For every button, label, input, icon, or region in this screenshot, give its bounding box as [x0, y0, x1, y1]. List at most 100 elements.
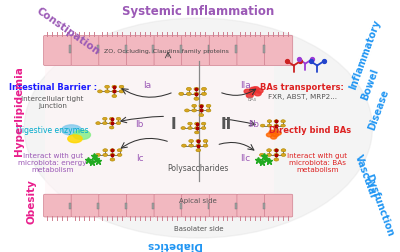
Circle shape [201, 122, 206, 125]
Circle shape [274, 120, 278, 123]
Circle shape [119, 90, 124, 93]
Circle shape [189, 139, 194, 143]
Circle shape [270, 135, 277, 139]
Circle shape [206, 104, 211, 107]
Text: IIc: IIc [240, 154, 251, 163]
Bar [180, 45, 182, 53]
Text: Obesity: Obesity [27, 179, 37, 224]
FancyBboxPatch shape [71, 36, 99, 66]
Circle shape [102, 117, 107, 120]
Text: Bowel: Bowel [359, 67, 380, 101]
Circle shape [188, 127, 192, 130]
Bar [180, 203, 182, 209]
Circle shape [112, 94, 117, 98]
Circle shape [194, 131, 199, 134]
FancyBboxPatch shape [99, 36, 127, 66]
FancyBboxPatch shape [182, 194, 210, 217]
FancyBboxPatch shape [99, 194, 127, 217]
Text: I: I [171, 117, 176, 132]
Bar [208, 203, 210, 209]
Circle shape [194, 127, 199, 130]
Circle shape [103, 149, 108, 152]
Bar [45, 65, 274, 195]
Circle shape [199, 114, 204, 117]
Text: BAs: BAs [248, 97, 257, 102]
FancyBboxPatch shape [182, 36, 210, 66]
Circle shape [275, 131, 281, 135]
Circle shape [105, 85, 110, 88]
Text: FXR, ABST, MRP2...: FXR, ABST, MRP2... [268, 94, 337, 100]
Circle shape [112, 90, 117, 93]
Circle shape [181, 127, 186, 130]
Ellipse shape [24, 18, 372, 238]
Circle shape [206, 109, 211, 112]
Circle shape [192, 109, 196, 112]
FancyBboxPatch shape [237, 194, 265, 217]
Circle shape [196, 144, 201, 147]
Circle shape [281, 120, 285, 123]
Circle shape [186, 92, 191, 96]
Circle shape [196, 149, 201, 152]
Circle shape [252, 87, 259, 91]
Text: Intercellular tight
junction: Intercellular tight junction [21, 96, 84, 109]
Circle shape [194, 87, 199, 90]
Circle shape [274, 158, 279, 161]
Circle shape [110, 153, 115, 156]
Text: IIa: IIa [240, 81, 251, 90]
Circle shape [274, 124, 278, 127]
FancyBboxPatch shape [126, 194, 154, 217]
Text: Disease: Disease [367, 88, 391, 132]
Circle shape [269, 130, 275, 134]
FancyBboxPatch shape [237, 36, 265, 66]
FancyBboxPatch shape [209, 36, 238, 66]
Circle shape [267, 153, 272, 156]
Circle shape [199, 109, 204, 112]
Bar [152, 45, 154, 53]
Circle shape [266, 133, 272, 137]
Circle shape [117, 153, 122, 156]
Ellipse shape [73, 130, 90, 140]
Circle shape [274, 153, 279, 156]
FancyBboxPatch shape [126, 36, 154, 66]
Circle shape [250, 87, 256, 92]
Text: ZO, Occluding, Claudins family proteins: ZO, Occluding, Claudins family proteins [104, 49, 228, 54]
Text: Dysfunction: Dysfunction [363, 172, 395, 238]
Circle shape [267, 120, 272, 123]
Bar [263, 45, 265, 53]
Bar [70, 203, 71, 209]
Text: Apical side: Apical side [180, 198, 217, 204]
Circle shape [192, 104, 196, 107]
FancyBboxPatch shape [71, 194, 99, 217]
Circle shape [182, 144, 186, 147]
Bar [125, 45, 126, 53]
Bar [97, 45, 99, 53]
Circle shape [96, 153, 100, 156]
Circle shape [116, 122, 121, 124]
Circle shape [203, 139, 208, 143]
Circle shape [281, 149, 286, 152]
Circle shape [194, 122, 199, 125]
Ellipse shape [68, 135, 82, 143]
Circle shape [194, 97, 199, 100]
FancyBboxPatch shape [154, 194, 182, 217]
Ellipse shape [62, 125, 81, 135]
Circle shape [196, 139, 201, 143]
Circle shape [110, 158, 115, 161]
Circle shape [202, 87, 206, 90]
Circle shape [203, 144, 208, 147]
Bar [125, 203, 126, 209]
Circle shape [281, 124, 285, 127]
Circle shape [272, 133, 278, 137]
Circle shape [105, 90, 110, 93]
Text: Systemic Inflammation: Systemic Inflammation [122, 6, 274, 18]
Text: Interact with gut
microbiota: energy
metabolism: Interact with gut microbiota: energy met… [18, 153, 87, 173]
FancyBboxPatch shape [209, 194, 238, 217]
Circle shape [117, 149, 122, 152]
Text: Inflammatory: Inflammatory [348, 18, 382, 91]
Circle shape [110, 117, 114, 120]
Circle shape [267, 149, 272, 152]
Circle shape [110, 149, 115, 152]
Text: Ib: Ib [136, 120, 144, 129]
Text: Ic: Ic [136, 154, 144, 163]
Text: Interact with gut
microbiota: BAs
metabolism: Interact with gut microbiota: BAs metabo… [288, 153, 348, 173]
